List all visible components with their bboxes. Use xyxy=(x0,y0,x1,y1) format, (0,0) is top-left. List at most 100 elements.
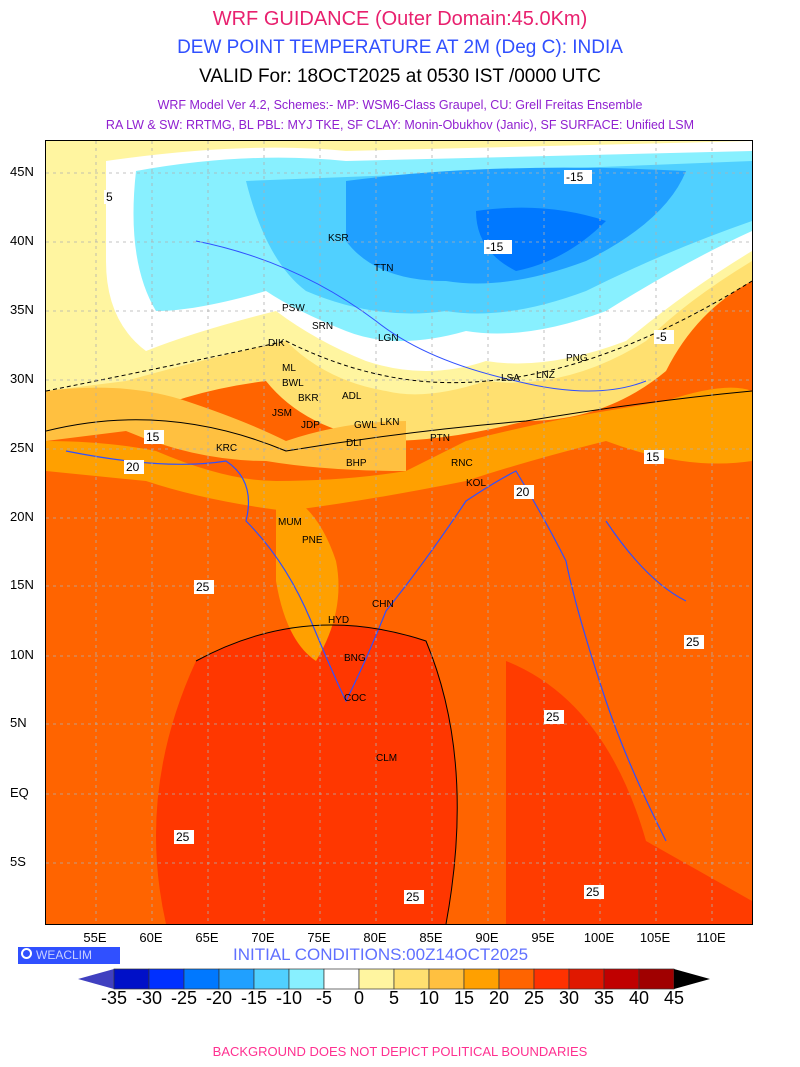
lat-label: 15N xyxy=(10,577,34,592)
model-info-line2: RA LW & SW: RRTMG, BL PBL: MYJ TKE, SF C… xyxy=(105,118,695,132)
city-label: GWL xyxy=(354,420,377,431)
city-label: KOL xyxy=(466,478,486,489)
contour-label: -5 xyxy=(656,330,667,344)
colorbar-label: -15 xyxy=(240,988,267,1008)
colorbar-swatch xyxy=(288,968,325,990)
contour-label: 25 xyxy=(406,890,420,904)
lat-label: 25N xyxy=(10,440,34,455)
colorbar-label: -25 xyxy=(170,988,197,1008)
city-label: CHN xyxy=(372,599,394,610)
city-label: BNG xyxy=(344,653,366,664)
city-label: DIK xyxy=(268,338,285,349)
city-label: CLM xyxy=(376,753,397,764)
lon-label: 95E xyxy=(531,930,555,945)
lat-label: 30N xyxy=(10,371,34,386)
contour-label: 25 xyxy=(196,580,210,594)
contour-label: 15 xyxy=(646,450,660,464)
lat-label: 40N xyxy=(10,233,34,248)
city-label: PNE xyxy=(302,535,323,546)
lon-label: 90E xyxy=(475,930,499,945)
contour-label-bg xyxy=(174,830,194,844)
colorbar-swatch xyxy=(393,968,430,990)
city-label: ML xyxy=(282,363,296,374)
colorbar-label: 15 xyxy=(453,988,475,1008)
city-label: MUM xyxy=(278,517,302,528)
city-label: BHP xyxy=(346,458,367,469)
city-label: DLI xyxy=(346,438,362,449)
colorbar-swatch xyxy=(183,968,220,990)
colorbar-label: 45 xyxy=(663,988,685,1008)
chart-title: WRF GUIDANCE (Outer Domain:45.0Km) xyxy=(212,8,588,30)
colorbar-label: -5 xyxy=(315,988,332,1008)
contour-label-bg xyxy=(654,330,674,344)
contour-label-bg xyxy=(584,885,604,899)
contour-label-bg xyxy=(564,170,592,184)
city-label: KRC xyxy=(216,443,237,454)
colorbar-swatch xyxy=(358,968,395,990)
contour-label-bg xyxy=(144,430,164,444)
chart-subtitle: DEW POINT TEMPERATURE AT 2M (Deg C): IND… xyxy=(177,37,623,58)
lat-label: 10N xyxy=(10,647,34,662)
city-label: PSW xyxy=(282,303,305,314)
contour-label: -15 xyxy=(486,240,504,254)
contour-label: 25 xyxy=(586,885,600,899)
contour-label-bg xyxy=(684,635,704,649)
lon-label: 65E xyxy=(195,930,219,945)
contour-label-bg xyxy=(644,450,664,464)
colorbar-swatch xyxy=(568,968,605,990)
colorbar-swatch xyxy=(113,968,150,990)
logo-text: WEACLIM xyxy=(36,948,93,962)
city-label: RNC xyxy=(451,458,473,469)
contour-label-bg xyxy=(124,460,144,474)
city-label: PTN xyxy=(430,433,450,444)
city-label: LGN xyxy=(378,333,399,344)
lat-label: 20N xyxy=(10,509,34,524)
lon-label: 110E xyxy=(696,930,726,945)
city-label: JSM xyxy=(272,408,292,419)
contour-label: -15 xyxy=(566,170,584,184)
weaclim-logo: WEACLIM xyxy=(18,947,120,964)
lat-label: EQ xyxy=(10,785,29,800)
colorbar xyxy=(78,968,710,990)
contour-label: 25 xyxy=(546,710,560,724)
colorbar-label: -20 xyxy=(205,988,232,1008)
colorbar-label: 25 xyxy=(523,988,545,1008)
city-label: COC xyxy=(344,693,366,704)
colorbar-label: 35 xyxy=(593,988,615,1008)
colorbar-swatch xyxy=(638,968,675,990)
contour-label: 25 xyxy=(176,830,190,844)
contour-label: 15 xyxy=(146,430,160,444)
colorbar-label: 30 xyxy=(558,988,580,1008)
city-label: SRN xyxy=(312,321,333,332)
colorbar-label: -35 xyxy=(100,988,127,1008)
colorbar-under-arrow xyxy=(78,969,114,989)
colorbar-swatch xyxy=(463,968,500,990)
colorbar-swatch xyxy=(148,968,185,990)
lat-label: 35N xyxy=(10,302,34,317)
colorbar-label: 5 xyxy=(388,988,399,1008)
city-label: BWL xyxy=(282,378,304,389)
contour-label-bg xyxy=(404,890,424,904)
city-label: LKN xyxy=(380,417,399,428)
lat-label: 5N xyxy=(10,715,27,730)
city-label: BKR xyxy=(298,393,319,404)
lon-label: 85E xyxy=(419,930,443,945)
contour-label-bg xyxy=(484,240,512,254)
lon-label: 70E xyxy=(251,930,275,945)
colorbar-swatch xyxy=(428,968,465,990)
lon-label: 80E xyxy=(363,930,387,945)
lat-label: 45N xyxy=(10,164,34,179)
lon-label: 60E xyxy=(139,930,163,945)
lon-label: 100E xyxy=(583,930,615,945)
contour-label: 20 xyxy=(516,485,530,499)
initial-conditions: INITIAL CONDITIONS:00Z14OCT2025 xyxy=(233,945,529,964)
city-label: LNZ xyxy=(536,370,555,381)
model-info-line1: WRF Model Ver 4.2, Schemes:- MP: WSM6-Cl… xyxy=(157,98,643,112)
footer-disclaimer: BACKGROUND DOES NOT DEPICT POLITICAL BOU… xyxy=(212,1044,588,1059)
colorbar-label: 10 xyxy=(418,988,440,1008)
dewpoint-map: 5 -15 -15 -5 15 20 25 25 25 25 20 25 25 15 KSR TTN PSW S… xyxy=(45,140,753,925)
lon-label: 55E xyxy=(83,930,107,945)
colorbar-over-arrow xyxy=(674,969,710,989)
city-label: TTN xyxy=(374,263,393,274)
colorbar-label: 0 xyxy=(353,988,364,1008)
